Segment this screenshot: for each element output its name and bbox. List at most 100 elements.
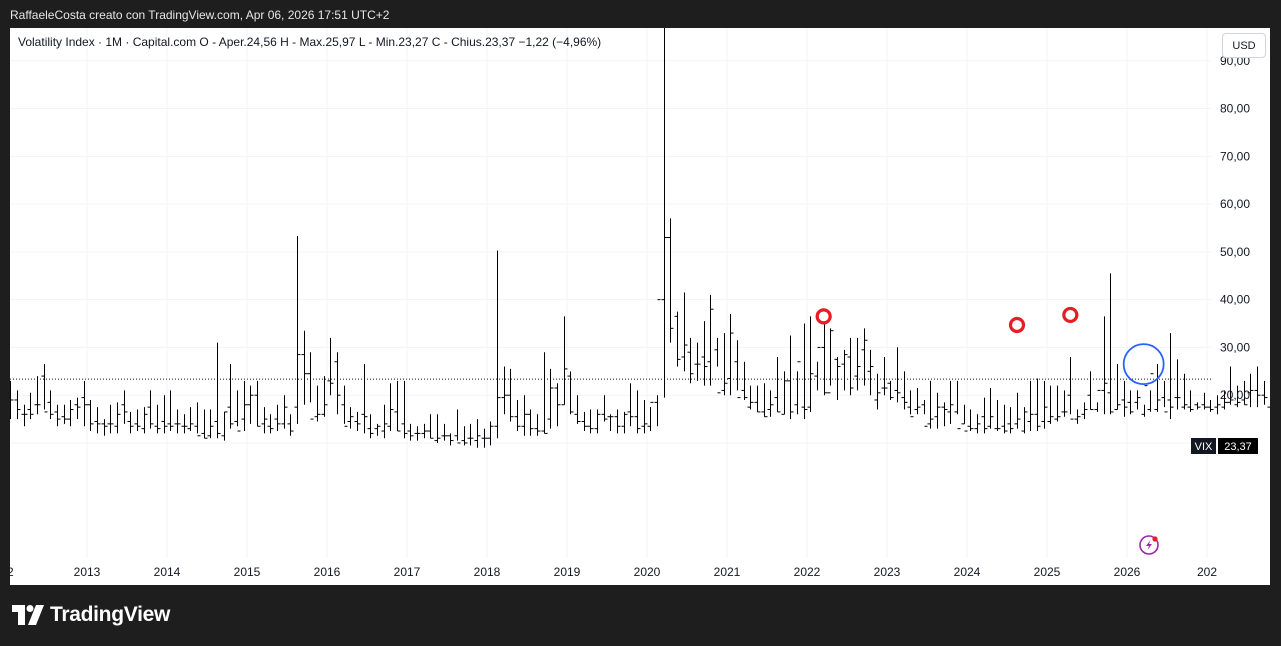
ohlc-bar [567, 371, 574, 415]
ohlc-bar [807, 316, 814, 412]
ohlc-bar [841, 349, 848, 391]
ohlc-bar [421, 423, 428, 439]
y-axis[interactable]: 10,0020,0030,0040,0050,0060,0070,0080,00… [1220, 28, 1257, 450]
ohlc-bar [354, 411, 361, 432]
ohlc-bar [721, 333, 728, 396]
ohlc-bar [94, 407, 101, 434]
x-tick-label: 2021 [714, 565, 741, 579]
ohlc-bar [1147, 373, 1154, 412]
ohlc-bar [1074, 409, 1081, 424]
ohlc-bar [587, 409, 594, 434]
ohlc-bar [21, 404, 28, 427]
ohlc-bar [714, 337, 721, 394]
ohlc-bar [1227, 366, 1234, 405]
ohlc-bar [527, 409, 534, 436]
tradingview-logo-icon [12, 605, 44, 625]
x-tick-label: 2022 [794, 565, 821, 579]
ohlc-bar [927, 380, 934, 429]
ohlc-bar [201, 409, 208, 439]
ohlc-bar [781, 371, 788, 415]
ohlc-bar [1021, 407, 1028, 434]
ohlc-bar [761, 383, 768, 418]
ohlc-bar [521, 395, 528, 436]
price-chart[interactable]: 10,0020,0030,0040,0050,0060,0070,0080,00… [10, 28, 1270, 585]
ohlc-bar [241, 380, 248, 432]
x-axis[interactable]: 12 2013 2014 2015 2016 2017 2018 2019 2020 2021 20… [10, 565, 1217, 579]
ohlc-bar [67, 399, 74, 427]
price-tag-value: 23,37 [1224, 441, 1252, 453]
ohlc-bar [214, 342, 221, 439]
ohlc-bar [74, 397, 81, 420]
ohlc-bar [1201, 392, 1208, 410]
ohlc-bar [1014, 392, 1021, 429]
ohlc-bar [834, 356, 841, 400]
ohlc-bar [561, 316, 568, 406]
ohlc-bar [767, 390, 774, 417]
ohlc-bar [1034, 378, 1041, 432]
ohlc-bar [1261, 380, 1268, 405]
ohlc-bar [847, 337, 854, 396]
ohlc-bar [1254, 366, 1261, 408]
ohlc-bar [501, 366, 508, 415]
x-tick-label: 2014 [154, 565, 181, 579]
ohlc-bar [947, 380, 954, 424]
ohlc-bar [574, 395, 581, 424]
ohlc-bar [954, 380, 961, 430]
x-tick-label: 202 [1197, 565, 1217, 579]
ohlc-bar [987, 388, 994, 429]
ohlc-bar [454, 409, 461, 444]
ohlc-bar [481, 428, 488, 448]
ohlc-bar [727, 313, 734, 396]
currency-button[interactable]: USD [1222, 33, 1266, 58]
ohlc-bar [634, 390, 641, 434]
ohlc-bar [1101, 316, 1108, 415]
ohlc-bar [1221, 390, 1228, 410]
ohlc-bar [221, 411, 228, 441]
ohlc-bar [674, 311, 681, 367]
ohlc-bar [387, 383, 394, 432]
ohlc-bar [941, 402, 948, 427]
ohlc-bar [581, 411, 588, 432]
ohlc-bar [54, 404, 61, 427]
ohlc-bar [627, 383, 634, 427]
top-bar: RaffaeleCosta creato con TradingView.com… [0, 0, 1281, 28]
ohlc-bar [921, 399, 928, 427]
ohlc-bar [1194, 402, 1201, 410]
ohlc-bar [774, 356, 781, 413]
ohlc-bar [10, 380, 14, 420]
ohlc-bar [694, 342, 701, 381]
ohlc-bar [1154, 364, 1161, 412]
ohlc-bar [381, 404, 388, 439]
chart-panel[interactable]: 10,0020,0030,0040,0050,0060,0070,0080,00… [10, 28, 1270, 585]
ohlc-bar [307, 352, 314, 420]
brand-name: TradingView [50, 603, 171, 626]
ohlc-bar [154, 404, 161, 434]
ohlc-bar [621, 411, 628, 434]
ohlc-bar [281, 395, 288, 429]
ohlc-bar [254, 380, 261, 427]
tradingview-logo[interactable]: TradingView [12, 603, 170, 627]
ohlc-bar [514, 399, 521, 432]
y-tick-label: 20,00 [1220, 388, 1250, 402]
y-tick-label: 40,00 [1220, 293, 1250, 307]
ohlc-bar [194, 402, 201, 437]
x-tick-label: 2025 [1034, 565, 1061, 579]
ohlc-bar [447, 433, 454, 446]
ohlc-bar [41, 364, 48, 413]
ohlc-bar [701, 321, 708, 386]
ohlc-bar [1214, 395, 1221, 415]
ohlc-bar [601, 395, 608, 422]
y-tick-label: 30,00 [1220, 340, 1250, 354]
ohlc-bar [114, 402, 121, 434]
symbol-legend[interactable]: Volatility Index · 1M · Capital.com O - … [18, 35, 602, 49]
y-tick-label: 70,00 [1220, 149, 1250, 163]
ohlc-bar [594, 409, 601, 434]
ohlc-bar [394, 380, 401, 432]
lightning-icon[interactable] [1139, 535, 1159, 555]
ohlc-bar [534, 414, 541, 436]
ohlc-bar [1027, 380, 1034, 432]
ohlc-bar [434, 414, 441, 443]
ohlc-bar [321, 376, 328, 417]
ohlc-bar [1161, 380, 1168, 413]
x-tick-label: 2020 [634, 565, 661, 579]
